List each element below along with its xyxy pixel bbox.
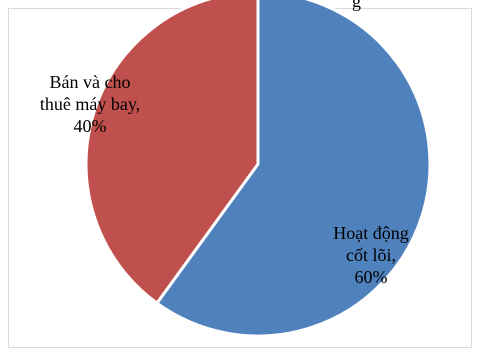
slice-label-1: Hoạt động cốt lõi, 60% bbox=[333, 223, 409, 287]
slice-label-2-line-2: thuê máy bay, bbox=[40, 94, 140, 114]
slice-label-1-line-2: cốt lõi, bbox=[346, 245, 396, 265]
slice-label-1-line-3: 60% bbox=[355, 267, 388, 287]
chart-title-fragment: g bbox=[352, 0, 361, 11]
slice-label-2: Bán và cho thuê máy bay, 40% bbox=[40, 72, 140, 136]
pie-slice-1 bbox=[154, 0, 432, 338]
pie-slice-2 bbox=[84, 0, 260, 306]
slice-label-1-line-1: Hoạt động bbox=[333, 223, 409, 243]
slice-label-2-line-3: 40% bbox=[74, 116, 107, 136]
slice-label-2-line-1: Bán và cho bbox=[50, 72, 131, 92]
